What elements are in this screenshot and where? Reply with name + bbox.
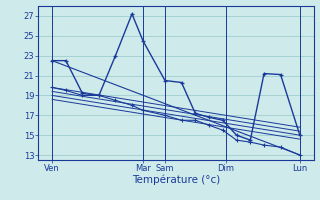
X-axis label: Température (°c): Température (°c) — [132, 175, 220, 185]
